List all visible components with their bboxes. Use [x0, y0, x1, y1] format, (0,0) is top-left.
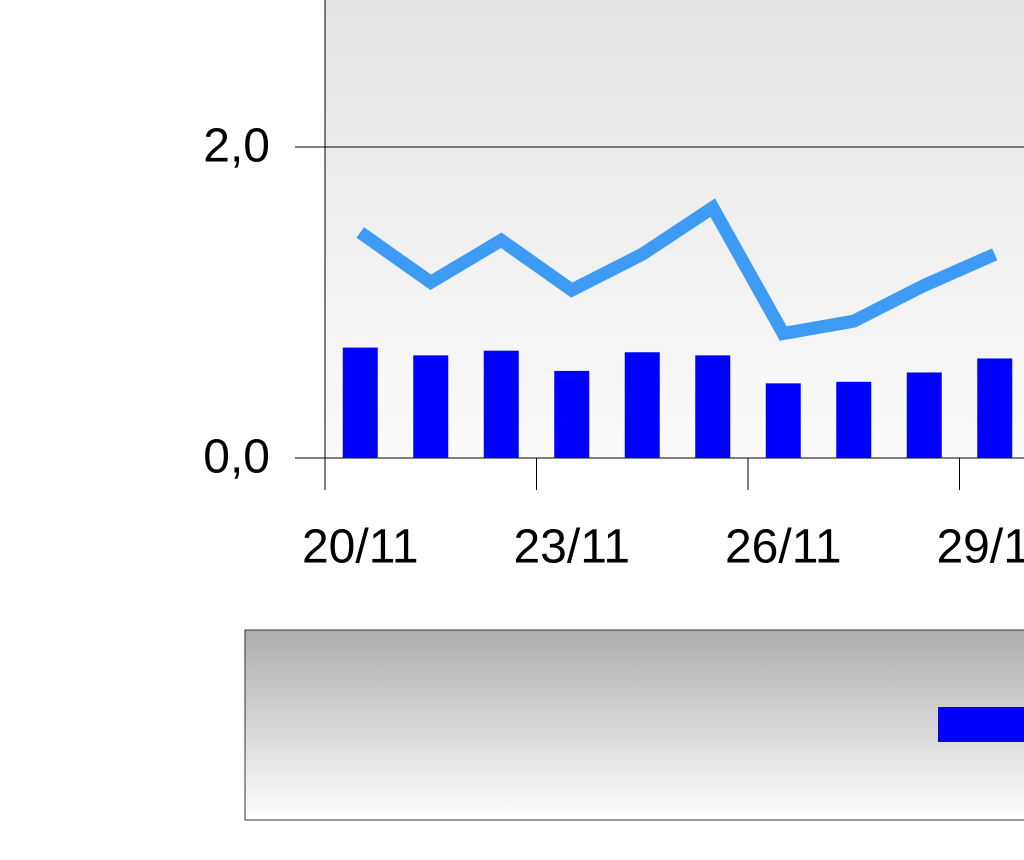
y-tick-label: 0,0: [203, 431, 270, 484]
legend: [244, 629, 1024, 821]
bar: [413, 355, 449, 458]
bar: [836, 381, 872, 458]
line: [356, 198, 998, 341]
legend-swatch: [938, 707, 1024, 742]
bar: [977, 358, 1013, 458]
bar: [906, 372, 942, 458]
x-tick-label: 20/11: [302, 521, 419, 574]
x-tick-label: 23/11: [513, 521, 630, 574]
bar: [624, 352, 660, 458]
x-tick-label: 26/11: [725, 521, 842, 574]
y-tick-label: 2,0: [203, 120, 270, 173]
bar: [695, 355, 731, 458]
bar: [554, 370, 590, 458]
bar: [483, 350, 519, 458]
x-tick-label: 29/11: [936, 521, 1024, 574]
bar: [765, 383, 801, 458]
bar: [342, 347, 378, 458]
